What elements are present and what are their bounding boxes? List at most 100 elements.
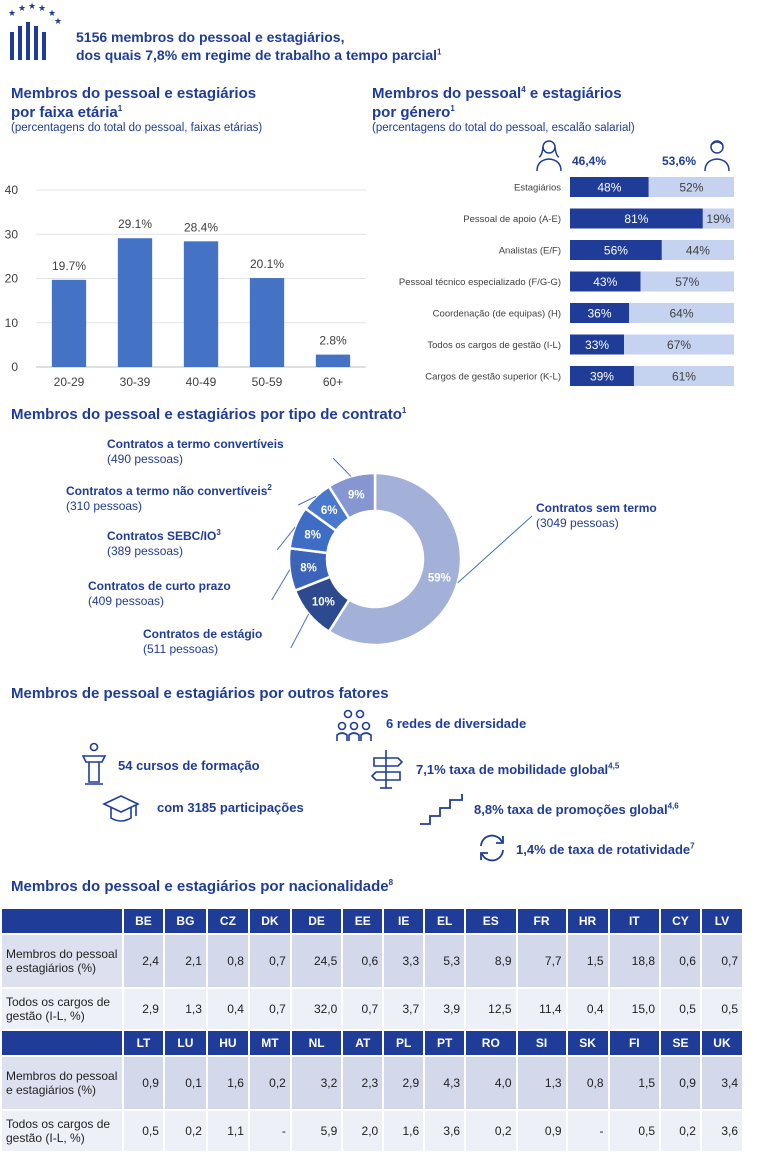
- donut-leader-line: [297, 495, 317, 506]
- gender-title-sup1: 4: [521, 85, 526, 94]
- gender-category-label: Pessoal técnico especializado (F/G-G): [399, 277, 561, 288]
- female-total: 46,4%: [572, 154, 607, 168]
- gender-title-line1: Membros do pessoal4 e estagiários: [372, 84, 635, 103]
- value-cell: 18,8: [609, 935, 659, 987]
- value-cell: 0,6: [343, 935, 383, 987]
- country-code-cell: SK: [567, 1031, 608, 1055]
- value-cell: 0,4: [567, 989, 608, 1029]
- donut-slice: [327, 471, 377, 521]
- row-label-cell: Membros do pessoal e estagiários (%): [2, 935, 122, 987]
- age-value-label: 20.1%: [250, 257, 284, 271]
- row-label-cell: Membros do pessoal e estagiários (%): [2, 1057, 122, 1109]
- donut-slice-name: Contratos a termo não convertíveis2: [66, 483, 272, 498]
- value-cell: 1,1: [207, 1111, 248, 1151]
- country-code-cell: LV: [701, 909, 742, 933]
- value-cell: 4,0: [466, 1057, 516, 1109]
- country-code-cell: HR: [567, 909, 608, 933]
- female-value-label: 81%: [624, 212, 648, 226]
- gender-category-label: Todos os cargos de gestão (I-L): [427, 340, 561, 351]
- female-icon: [534, 136, 564, 177]
- donut-leader-line: [332, 457, 352, 477]
- header-line2: dos quais 7,8% em regime de trabalho a t…: [76, 46, 441, 64]
- diversity-network-icon: [336, 708, 372, 747]
- donut-pct-label: 6%: [321, 505, 338, 517]
- donut-pct-label: 59%: [428, 573, 451, 585]
- y-tick-label: 40: [5, 183, 19, 197]
- gender-category-label: Analistas (E/F): [499, 246, 561, 257]
- turnover-stat: 1,4% de taxa de rotatividade7: [516, 842, 695, 857]
- value-cell: 2,0: [343, 1111, 383, 1151]
- value-cell: -: [249, 1111, 290, 1151]
- male-bar: [629, 303, 734, 323]
- male-value-label: 57%: [675, 275, 699, 289]
- value-cell: 32,0: [291, 989, 342, 1029]
- mobility-text: 7,1% taxa de mobilidade global: [416, 762, 609, 777]
- female-bar: [570, 208, 703, 229]
- nationality-title-sup: 8: [388, 878, 394, 887]
- donut-slice-count: (409 pessoas): [88, 594, 164, 608]
- value-cell: 1,6: [384, 1111, 424, 1151]
- country-code-cell: AT: [343, 1031, 383, 1055]
- value-cell: 4,3: [425, 1057, 465, 1109]
- value-cell: 1,6: [207, 1057, 248, 1109]
- value-cell: 0,6: [661, 935, 700, 987]
- country-code-cell: RO: [466, 1031, 516, 1055]
- male-value-label: 44%: [686, 244, 710, 258]
- gender-category-label: Estagiários: [514, 183, 561, 194]
- age-bar: [315, 354, 351, 367]
- male-value-label: 19%: [706, 212, 730, 226]
- nationality-title-text: Membros do pessoal e estagiários por nac…: [11, 878, 389, 895]
- value-cell: 0,2: [249, 1057, 290, 1109]
- country-code-cell: IE: [384, 909, 424, 933]
- country-code-cell: CY: [661, 909, 700, 933]
- donut-slice-name: Contratos de curto prazo: [88, 579, 231, 593]
- donut-slice-name: Contratos sem termo: [536, 501, 657, 515]
- donut-slice-count: (3049 pessoas): [536, 516, 619, 530]
- header-summary: 5156 membros do pessoal e estagiários, d…: [76, 28, 441, 64]
- value-cell: 3,2: [291, 1057, 342, 1109]
- gender-title-line1-rest: e estagiários: [525, 85, 622, 102]
- nationality-table-body: BE BG CZ DK DE EE IE EL ES FR HR IT CY LV Membros do p…: [2, 909, 742, 1151]
- table-row: Todos os cargos de gestão (I-L, %) 0,5 0,2…: [2, 1111, 742, 1151]
- female-value-label: 36%: [588, 307, 612, 321]
- male-bar: [633, 366, 734, 386]
- value-cell: 5,3: [425, 935, 465, 987]
- age-title-sup: 1: [117, 104, 123, 113]
- age-bar: [183, 241, 219, 367]
- value-cell: 0,2: [466, 1111, 516, 1151]
- table-row: Membros do pessoal e estagiários (%) 2,4 2…: [2, 935, 742, 987]
- age-value-label: 28.4%: [184, 220, 218, 234]
- country-code-cell: LT: [124, 1031, 163, 1055]
- value-cell: 0,8: [207, 935, 248, 987]
- country-code-cell: DE: [291, 909, 342, 933]
- courses-stat: 54 cursos de formação: [118, 758, 260, 773]
- value-cell: 2,4: [124, 935, 163, 987]
- country-code-cell: ES: [466, 909, 516, 933]
- value-cell: 1,5: [609, 1057, 659, 1109]
- mobility-sup: 4,5: [608, 761, 620, 771]
- female-value-label: 56%: [604, 244, 628, 258]
- graduation-cap-icon: [102, 792, 140, 831]
- value-cell: 1,5: [567, 935, 608, 987]
- female-bar: [570, 303, 630, 323]
- country-code-cell: SI: [517, 1031, 566, 1055]
- nationality-table-wrapper: BE BG CZ DK DE EE IE EL ES FR HR IT CY LV Membros do p…: [0, 907, 757, 1153]
- podium-icon: [80, 742, 108, 791]
- male-bar: [648, 177, 734, 197]
- value-cell: -: [567, 1111, 608, 1151]
- country-code-cell: NL: [291, 1031, 342, 1055]
- y-tick-label: 0: [11, 360, 18, 374]
- value-cell: 2,9: [384, 1057, 424, 1109]
- table-corner-cell: [2, 909, 122, 933]
- age-title-line2: por faixa etária1: [11, 103, 262, 122]
- contract-title-sup: 1: [401, 406, 407, 415]
- male-value-label: 61%: [672, 370, 696, 384]
- female-bar: [570, 177, 649, 197]
- country-code-cell: EL: [425, 909, 465, 933]
- female-bar: [570, 240, 662, 260]
- stairs-icon: [418, 792, 466, 831]
- female-value-label: 48%: [597, 181, 621, 195]
- promotions-text: 8,8% taxa de promoções global: [474, 802, 668, 817]
- gender-category-label: Cargos de gestão superior (K-L): [425, 372, 561, 383]
- header-line1: 5156 membros do pessoal e estagiários,: [76, 29, 345, 45]
